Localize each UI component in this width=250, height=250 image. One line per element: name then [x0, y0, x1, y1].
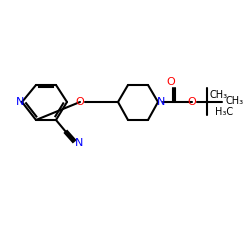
- Text: N: N: [75, 138, 83, 148]
- Text: N: N: [157, 97, 165, 107]
- Text: O: O: [188, 97, 196, 107]
- Text: CH₃: CH₃: [210, 90, 228, 100]
- Text: N: N: [16, 97, 24, 107]
- Text: CH₃: CH₃: [225, 96, 243, 106]
- Text: O: O: [76, 97, 84, 107]
- Text: O: O: [166, 77, 175, 87]
- Text: H₃C: H₃C: [215, 107, 233, 117]
